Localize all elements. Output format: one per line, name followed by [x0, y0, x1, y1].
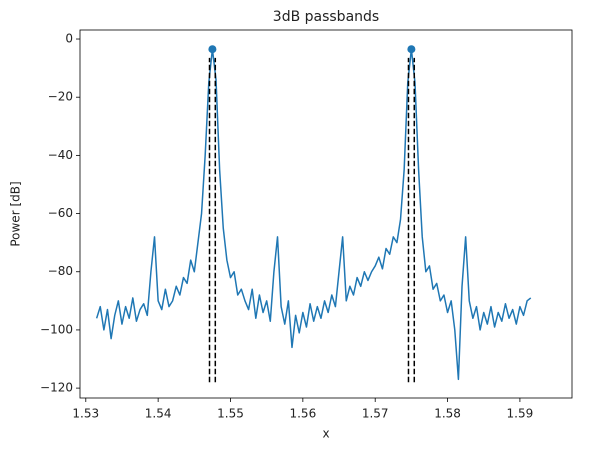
y-tick-label: −60	[48, 206, 73, 220]
x-axis-label: x	[322, 427, 329, 441]
y-tick-label: −20	[48, 90, 73, 104]
y-tick-label: −80	[48, 264, 73, 278]
x-tick-label: 1.53	[72, 407, 99, 421]
y-tick-label: 0	[65, 32, 73, 46]
peak-marker	[208, 45, 217, 54]
x-tick-label: 1.56	[289, 407, 316, 421]
data-line	[95, 48, 532, 381]
y-tick-label: −120	[40, 381, 73, 395]
x-tick-label: 1.54	[145, 407, 172, 421]
chart-title: 3dB passbands	[273, 9, 379, 25]
x-tick-label: 1.57	[362, 407, 389, 421]
plot-frame	[79, 29, 573, 399]
x-tick-label: 1.55	[217, 407, 244, 421]
y-axis-label: Power [dB]	[9, 181, 23, 246]
peak-marker	[407, 45, 416, 54]
x-tick-label: 1.59	[507, 407, 534, 421]
x-tick-label: 1.58	[434, 407, 461, 421]
y-tick-label: −40	[48, 148, 73, 162]
y-tick-label: −100	[40, 322, 73, 336]
